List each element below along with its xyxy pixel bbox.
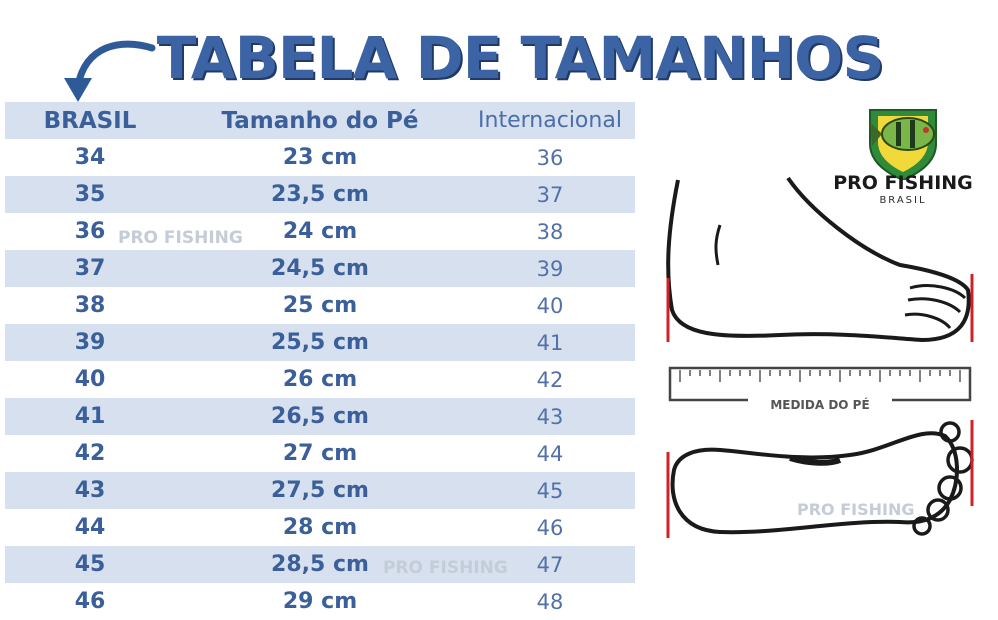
side-foot-icon: [666, 176, 974, 342]
cell-tamanho: 23 cm: [282, 145, 358, 170]
cell-internacional: 48: [536, 589, 564, 614]
foot-measure-illustration: [666, 176, 974, 538]
cell-internacional: 45: [536, 478, 564, 503]
cell-tamanho: 26,5 cm: [271, 404, 369, 429]
table-row: 41 26,5 cm 43: [5, 398, 635, 435]
cell-tamanho: 24 cm: [282, 219, 358, 244]
cell-internacional: 39: [536, 256, 564, 281]
logo-text: PRO FISHING: [833, 172, 973, 194]
page-title: TABELA DE TAMANHOS: [156, 24, 884, 92]
cell-tamanho: 28,5 cm: [271, 552, 369, 577]
cell-brasil: 43: [74, 478, 106, 503]
cell-tamanho: 24,5 cm: [271, 256, 369, 281]
cell-internacional: 41: [536, 330, 564, 355]
watermark-logo: PRO FISHING: [118, 228, 243, 248]
cell-tamanho: 23,5 cm: [271, 182, 369, 207]
table-row: 35 23,5 cm 37: [5, 176, 635, 213]
cell-brasil: 38: [74, 293, 106, 318]
cell-internacional: 36: [536, 145, 564, 170]
watermark-logo: PRO FISHING: [797, 500, 915, 519]
table-row: 34 23 cm 36: [5, 139, 635, 176]
table-header-row: BRASIL Tamanho do Pé Internacional: [5, 102, 635, 139]
cell-brasil: 45: [74, 552, 106, 577]
cell-brasil: 40: [74, 367, 106, 392]
cell-internacional: 43: [536, 404, 564, 429]
watermark-logo: PRO FISHING: [383, 558, 508, 578]
cell-internacional: 42: [536, 367, 564, 392]
cell-brasil: 44: [74, 515, 106, 540]
cell-tamanho: 26 cm: [282, 367, 358, 392]
table-row: 45 28,5 cm 47: [5, 546, 635, 583]
table-row: 38 25 cm 40: [5, 287, 635, 324]
table-row: 37 24,5 cm 39: [5, 250, 635, 287]
header-internacional: Internacional: [478, 108, 622, 133]
cell-brasil: 34: [74, 145, 106, 170]
table-row: 39 25,5 cm 41: [5, 324, 635, 361]
cell-internacional: 44: [536, 441, 564, 466]
cell-internacional: 38: [536, 219, 564, 244]
cell-tamanho: 28 cm: [282, 515, 358, 540]
cell-brasil: 37: [74, 256, 106, 281]
fish-shield-icon: [869, 109, 937, 182]
cell-brasil: 46: [74, 589, 106, 614]
table-row: 40 26 cm 42: [5, 361, 635, 398]
size-table: BRASIL Tamanho do Pé Internacional 34 23 …: [5, 102, 635, 620]
cell-internacional: 47: [536, 552, 564, 577]
cell-brasil: 41: [74, 404, 106, 429]
header-tamanho: Tamanho do Pé: [221, 107, 419, 134]
table-row: 42 27 cm 44: [5, 435, 635, 472]
cell-internacional: 37: [536, 182, 564, 207]
header-brasil: BRASIL: [43, 107, 137, 134]
measure-label: MEDIDA DO PÉ: [770, 398, 870, 412]
cell-tamanho: 27,5 cm: [271, 478, 369, 503]
cell-internacional: 40: [536, 293, 564, 318]
cell-tamanho: 27 cm: [282, 441, 358, 466]
ruler-icon: [668, 366, 972, 408]
table-row: 43 27,5 cm 45: [5, 472, 635, 509]
cell-brasil: 42: [74, 441, 106, 466]
cell-brasil: 36: [74, 219, 106, 244]
logo-subtitle: BRASIL: [879, 195, 927, 206]
cell-tamanho: 25,5 cm: [271, 330, 369, 355]
brand-logo: PRO FISHING BRASIL: [822, 100, 984, 230]
cell-brasil: 35: [74, 182, 106, 207]
cell-tamanho: 29 cm: [282, 589, 358, 614]
cell-brasil: 39: [74, 330, 106, 355]
table-row: 44 28 cm 46: [5, 509, 635, 546]
table-row: 46 29 cm 48: [5, 583, 635, 620]
cell-tamanho: 25 cm: [282, 293, 358, 318]
sole-foot-icon: [666, 420, 974, 538]
table-row: 36 24 cm 38: [5, 213, 635, 250]
curved-arrow-icon: [64, 40, 156, 102]
cell-internacional: 46: [536, 515, 564, 540]
